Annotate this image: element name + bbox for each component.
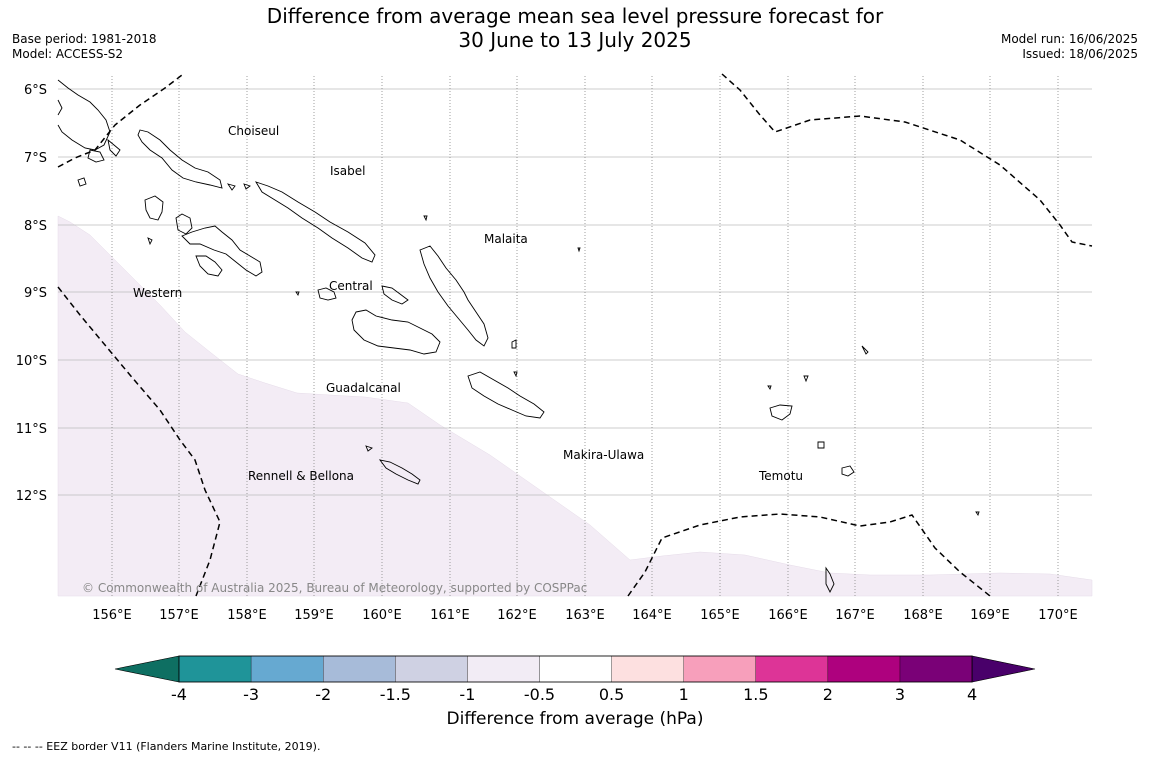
colorbar-tick-label: 2 xyxy=(823,685,833,704)
lon-label-0: 156°E xyxy=(92,608,132,623)
island-nendo xyxy=(769,404,793,421)
coastlines xyxy=(57,79,980,594)
region-label-temotu: Temotu xyxy=(758,469,803,483)
lon-labels: 156°E 157°E 158°E 159°E 160°E 161°E 162°… xyxy=(92,608,1078,623)
region-label-choiseul: Choiseul xyxy=(228,124,279,138)
colorbar: -4 -3 -2 -1.5 -1 -0.5 0.5 1 1.5 2 3 4 xyxy=(114,655,1036,704)
region-label-central: Central xyxy=(329,279,373,293)
region-labels: Choiseul Isabel Malaita Western Central … xyxy=(133,124,803,483)
lon-label-1: 157°E xyxy=(159,608,199,623)
lon-label-5: 161°E xyxy=(430,608,470,623)
region-label-malaita: Malaita xyxy=(484,232,528,246)
colorbar-extend-low xyxy=(114,655,180,683)
colorbar-segment xyxy=(323,655,396,683)
island-makira xyxy=(467,371,545,419)
lon-label-9: 165°E xyxy=(700,608,740,623)
title-line-1: Difference from average mean sea level p… xyxy=(266,4,884,28)
lon-label-3: 159°E xyxy=(294,608,334,623)
colorbar-extend-high xyxy=(971,655,1036,683)
model-name: Model: ACCESS-S2 xyxy=(12,47,124,61)
colorbar-segment xyxy=(683,655,756,683)
copyright-text: © Commonwealth of Australia 2025, Bureau… xyxy=(82,581,587,595)
region-label-western: Western xyxy=(133,286,182,300)
region-label-isabel: Isabel xyxy=(330,164,365,178)
region-label-makira-ulawa: Makira-Ulawa xyxy=(563,448,644,462)
colorbar-segment xyxy=(827,655,901,683)
lat-label-4: 10°S xyxy=(16,354,47,369)
island-rennell xyxy=(378,459,421,485)
island-malaita xyxy=(419,245,489,347)
lon-label-13: 169°E xyxy=(970,608,1010,623)
colorbar-tick-label: 3 xyxy=(895,685,905,704)
lat-gridlines xyxy=(58,88,1092,496)
colorbar-tick-label: 0.5 xyxy=(599,685,624,704)
lon-label-4: 160°E xyxy=(362,608,402,623)
base-period: Base period: 1981-2018 xyxy=(12,32,157,46)
lat-label-5: 11°S xyxy=(16,422,47,437)
lon-label-8: 164°E xyxy=(632,608,672,623)
lon-label-14: 170°E xyxy=(1038,608,1078,623)
island-isabel xyxy=(254,181,376,263)
title-line-2: 30 June to 13 July 2025 xyxy=(458,28,692,52)
region-label-rennell-bellona: Rennell & Bellona xyxy=(248,469,354,483)
lat-label-2: 8°S xyxy=(24,219,47,234)
lon-label-11: 167°E xyxy=(835,608,875,623)
lon-label-6: 162°E xyxy=(497,608,537,623)
colorbar-segment xyxy=(178,655,252,683)
colorbar-tick-label: 4 xyxy=(967,685,977,704)
lat-labels: 6°S 7°S 8°S 9°S 10°S 11°S 12°S xyxy=(16,83,47,504)
colorbar-segment xyxy=(611,655,684,683)
lon-label-10: 166°E xyxy=(768,608,808,623)
colorbar-tick-label: 1.5 xyxy=(743,685,768,704)
lon-label-12: 168°E xyxy=(903,608,943,623)
colorbar-segment xyxy=(755,655,829,683)
lon-label-2: 158°E xyxy=(227,608,267,623)
island-new-georgia xyxy=(144,195,164,221)
colorbar-label: Difference from average (hPa) xyxy=(446,709,704,729)
island-bougainville xyxy=(57,79,111,151)
colorbar-segment xyxy=(899,655,973,683)
colorbar-segment xyxy=(250,655,324,683)
lat-label-6: 12°S xyxy=(16,489,47,504)
lat-label-1: 7°S xyxy=(24,151,47,166)
meta-left: Base period: 1981-2018 Model: ACCESS-S2 xyxy=(12,32,157,62)
colorbar-tick-label: -0.5 xyxy=(524,685,555,704)
colorbar-segment xyxy=(395,655,468,683)
meta-right: Model run: 16/06/2025 Issued: 18/06/2025 xyxy=(1001,32,1138,62)
colorbar-tick-label: -1 xyxy=(459,685,475,704)
colorbar-segment xyxy=(539,655,612,683)
colorbar-tick-label: -4 xyxy=(171,685,187,704)
colorbar-tick-label: -1.5 xyxy=(380,685,411,704)
model-run: Model run: 16/06/2025 xyxy=(1000,32,1138,46)
footnote: -- -- -- EEZ border V11 (Flanders Marine… xyxy=(12,740,321,753)
anomaly-shaded-region xyxy=(57,215,1093,597)
colorbar-tick-label: -2 xyxy=(315,685,331,704)
chart-title: Difference from average mean sea level p… xyxy=(0,4,1150,52)
colorbar-outline xyxy=(178,655,973,683)
colorbar-segment xyxy=(467,655,540,683)
colorbar-tick-label: 1 xyxy=(679,685,689,704)
island-choiseul xyxy=(137,129,223,189)
island-guadalcanal xyxy=(351,309,441,355)
colorbar-tick-label: -3 xyxy=(243,685,259,704)
lon-label-7: 163°E xyxy=(565,608,605,623)
lat-label-3: 9°S xyxy=(24,286,47,301)
issued-date: Issued: 18/06/2025 xyxy=(1022,47,1138,61)
eez-borders xyxy=(57,73,1093,597)
lat-label-0: 6°S xyxy=(24,83,47,98)
region-label-guadalcanal: Guadalcanal xyxy=(326,381,401,395)
